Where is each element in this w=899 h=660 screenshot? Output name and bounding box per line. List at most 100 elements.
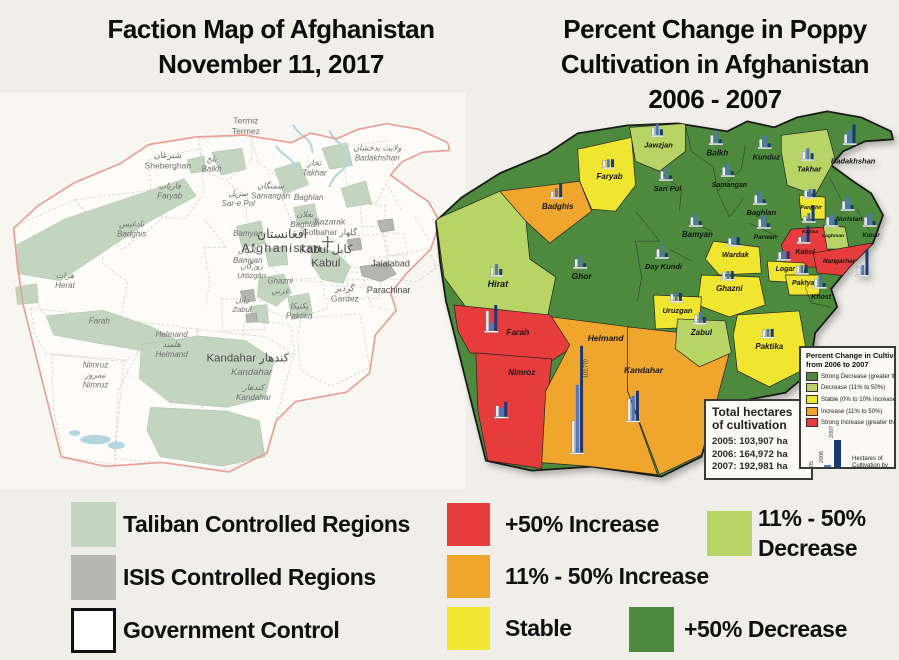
map-place-label: Termiz — [233, 116, 258, 126]
legend-item--50-increase: +50% Increase — [447, 503, 659, 546]
admin-boundary — [114, 319, 226, 471]
taliban-controlled-region — [264, 245, 289, 267]
province-label-kapisa: Kapisa — [802, 229, 819, 235]
mini-bar-2006 — [500, 407, 504, 417]
taliban-controlled-region — [15, 283, 39, 305]
province-label-balkh: Balkh — [707, 148, 729, 157]
province-label-zabul: Zabul — [690, 328, 713, 337]
province-shape-paktya — [784, 274, 822, 296]
province-bar-chart — [654, 245, 670, 259]
admin-boundary — [241, 321, 296, 368]
province-label-khost: Khost — [811, 294, 831, 301]
bar-baseline — [649, 135, 665, 138]
mini-bar-2007 — [730, 271, 734, 280]
mini-bar-2007 — [806, 226, 810, 243]
isis-controlled-region — [245, 312, 258, 323]
province-border — [749, 222, 780, 238]
legend-swatch — [707, 510, 752, 556]
province-border — [661, 173, 682, 212]
admin-boundary — [255, 227, 277, 239]
province-bar-chart — [855, 249, 870, 277]
admin-boundary — [228, 182, 249, 219]
legend-label: 11% - 50% Decrease — [758, 503, 899, 563]
totals-title-line: Total hectares — [712, 405, 793, 419]
mini-bar-2005 — [602, 160, 606, 168]
province-label-bamyan: Bamyan — [682, 230, 713, 239]
river — [292, 124, 314, 154]
province-bar-chart — [757, 135, 772, 150]
mini-bar-2006 — [714, 131, 718, 144]
inset-legend-items: Strong Decrease (greater than 50%) Decrea… — [806, 371, 894, 428]
inset-legend-item-label: Strong Decrease (greater than 50%) — [821, 372, 894, 380]
mini-bar-2006 — [807, 213, 811, 222]
map-place-label: روزگان — [240, 261, 263, 270]
province-border — [828, 177, 844, 204]
map-place-label: بادغیس — [119, 219, 145, 228]
map-place-label: هرات — [56, 271, 75, 280]
bar-baseline — [668, 300, 684, 303]
province-bar-chart — [776, 251, 791, 261]
map-place-label: Samangan — [251, 191, 291, 200]
left-map-title: Faction Map of Afghanistan November 11, … — [56, 12, 486, 82]
mini-bar-2005 — [627, 398, 631, 421]
mini-bar-2006 — [732, 237, 736, 246]
admin-boundary — [312, 229, 342, 244]
mini-bar-2005 — [762, 329, 766, 338]
bar-baseline — [708, 143, 723, 146]
bar-baseline — [692, 322, 708, 325]
mini-bar-2007 — [499, 269, 503, 276]
bar-baseline — [794, 272, 809, 275]
mini-bar-2007 — [730, 171, 734, 176]
map-place-label: Jalalabad — [371, 258, 410, 268]
map-place-label: زابل — [235, 296, 249, 305]
mini-bar-2006 — [694, 213, 698, 226]
mini-bar-2007 — [664, 253, 668, 258]
mini-bar-2006 — [818, 275, 822, 288]
right-title-line-2: Cultivation in Afghanistan — [560, 49, 870, 79]
mini-bar-2005 — [550, 191, 554, 198]
mini-bar-2006 — [554, 188, 558, 198]
inset-legend-swatch — [806, 371, 818, 381]
mini-bar-2005 — [656, 248, 660, 258]
map-place-label: Kandahar — [236, 393, 271, 402]
bar-value-label: 102,770 — [584, 359, 590, 378]
inset-legend-title-line: from 2006 to 2007 — [806, 359, 869, 369]
mini-bar-2007 — [698, 221, 702, 226]
mini-bar-2005 — [690, 216, 694, 226]
mini-chart-caption: Hectares of Cultivation by year — [852, 456, 889, 469]
mini-bar-2005 — [798, 236, 802, 243]
inset-chart-year-label: 2005 — [809, 461, 815, 469]
province-bar-chart — [692, 311, 708, 325]
inset-legend-swatch — [806, 418, 818, 428]
legend-label: Stable — [505, 615, 572, 641]
mini-bar-2006 — [655, 124, 659, 136]
mini-bar-2005 — [495, 405, 500, 417]
province-bar-chart — [726, 237, 741, 247]
map-place-label: Golbahar گلهار — [302, 226, 358, 238]
province-label-takhar: Takhar — [797, 164, 822, 173]
admin-boundary — [30, 307, 154, 362]
bar-baseline — [824, 225, 839, 227]
map-place-label: Parachinar — [367, 285, 411, 295]
mini-bar-2007 — [767, 143, 771, 148]
legend-label: Government Control — [123, 617, 340, 643]
mini-bar-2007 — [668, 175, 672, 180]
inset-legend-item: Increase (11% to 50%) — [806, 406, 894, 416]
map-place-label: Paktika — [286, 311, 313, 320]
province-border — [804, 286, 832, 308]
province-bar-chart: 102,770 — [570, 345, 590, 455]
mini-bar-2006 — [578, 255, 582, 268]
mini-bar-2005 — [803, 215, 807, 222]
mini-bar-2007 — [770, 328, 774, 337]
admin-boundary — [365, 291, 391, 311]
mini-bar-2006 — [830, 214, 834, 226]
inset-legend-item-label: Decrease (11% to 50%) — [821, 384, 886, 392]
mini-bar-2005 — [722, 167, 726, 176]
mini-bar-2005 — [863, 216, 868, 226]
map-place-label: Helmand — [155, 350, 188, 359]
mini-bar-2006 — [698, 311, 702, 323]
province-label-nimroz: Nimroz — [508, 368, 535, 377]
map-place-label: Nimruz — [83, 380, 109, 389]
bar-baseline — [688, 225, 704, 227]
mini-bar-2005 — [490, 266, 495, 276]
